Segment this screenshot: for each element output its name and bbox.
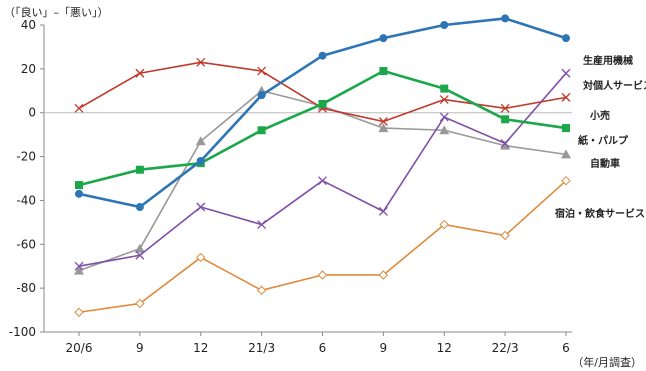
data-point bbox=[196, 57, 206, 67]
x-tick-label: 12 bbox=[193, 341, 208, 355]
y-tick-label: -40 bbox=[16, 193, 36, 207]
data-point bbox=[439, 125, 450, 135]
y-tick-label: -80 bbox=[16, 281, 36, 295]
data-point bbox=[135, 68, 145, 78]
x-tick-label: 9 bbox=[136, 341, 144, 355]
series-label: 紙・パルプ bbox=[578, 134, 629, 147]
data-point bbox=[75, 181, 83, 190]
x-tick-label: 22/3 bbox=[492, 341, 519, 355]
y-tick-label: 40 bbox=[21, 18, 36, 32]
data-point bbox=[318, 99, 327, 108]
axes: -100 -80 -60 -40 -20 0 20 40 20/6 9 12 21/3 6 9 12 22/3… bbox=[9, 18, 572, 355]
data-point bbox=[135, 165, 144, 174]
series-label: 小売 bbox=[589, 109, 610, 122]
data-point bbox=[439, 95, 449, 105]
data-point bbox=[317, 270, 328, 280]
data-point bbox=[74, 261, 84, 271]
data-point bbox=[561, 92, 571, 102]
series-label: 自動車 bbox=[590, 157, 620, 170]
data-point bbox=[561, 149, 571, 159]
data-point bbox=[500, 138, 510, 148]
data-point bbox=[379, 34, 388, 43]
data-point bbox=[257, 91, 266, 100]
series-1 bbox=[75, 14, 570, 212]
y-tick-label: -20 bbox=[16, 150, 36, 164]
series-label: 生産用機械 bbox=[583, 54, 633, 67]
data-point bbox=[74, 307, 84, 317]
data-point bbox=[501, 115, 510, 124]
x-tick-label: 6 bbox=[562, 341, 570, 355]
data-point bbox=[257, 126, 266, 135]
data-point bbox=[562, 124, 570, 133]
y-tick-label: 20 bbox=[21, 62, 36, 76]
data-point bbox=[195, 136, 206, 146]
data-point bbox=[134, 243, 145, 253]
data-point bbox=[318, 51, 327, 60]
data-point bbox=[196, 252, 206, 263]
data-point bbox=[440, 21, 449, 29]
data-point bbox=[135, 298, 145, 309]
data-point bbox=[256, 285, 267, 296]
data-point bbox=[501, 14, 510, 23]
series-layer bbox=[74, 14, 571, 317]
data-point bbox=[561, 175, 571, 186]
x-tick-label: 6 bbox=[319, 341, 327, 355]
data-point bbox=[196, 202, 206, 212]
series-2 bbox=[74, 68, 571, 271]
data-point bbox=[74, 103, 84, 113]
data-point bbox=[257, 220, 267, 230]
data-point bbox=[500, 103, 510, 113]
data-point bbox=[135, 250, 145, 260]
x-tick-label: 12 bbox=[437, 341, 452, 355]
data-point bbox=[439, 219, 449, 230]
data-point bbox=[378, 270, 389, 280]
data-point bbox=[378, 117, 388, 126]
data-point bbox=[378, 123, 389, 133]
y-tick-label: -60 bbox=[16, 237, 36, 251]
data-point bbox=[196, 156, 205, 165]
series-4 bbox=[75, 67, 570, 190]
x-axis-label: （年/月調査） bbox=[572, 355, 642, 369]
data-point bbox=[378, 206, 388, 216]
x-tick-label: 20/6 bbox=[66, 341, 93, 355]
data-point bbox=[562, 34, 570, 43]
data-point bbox=[135, 203, 144, 212]
data-point bbox=[500, 230, 510, 241]
data-point bbox=[74, 265, 84, 275]
data-point bbox=[561, 68, 571, 78]
series-label: 宿泊・飲食サービス bbox=[555, 207, 645, 220]
data-point bbox=[75, 189, 83, 198]
x-tick-label: 21/3 bbox=[248, 341, 275, 355]
data-point bbox=[257, 66, 267, 76]
series-6 bbox=[74, 175, 571, 317]
y-axis-label: （「良い」–「悪い」） bbox=[4, 5, 109, 19]
data-point bbox=[318, 176, 327, 186]
data-point bbox=[379, 67, 388, 76]
series-label: 対個人サービス bbox=[582, 79, 646, 92]
data-point bbox=[439, 112, 449, 122]
data-point bbox=[440, 84, 449, 93]
series-line bbox=[78, 69, 567, 187]
data-point bbox=[500, 140, 511, 150]
y-tick-label: 0 bbox=[28, 106, 36, 120]
x-tick-label: 9 bbox=[380, 341, 388, 355]
y-tick-label: -100 bbox=[9, 325, 36, 339]
